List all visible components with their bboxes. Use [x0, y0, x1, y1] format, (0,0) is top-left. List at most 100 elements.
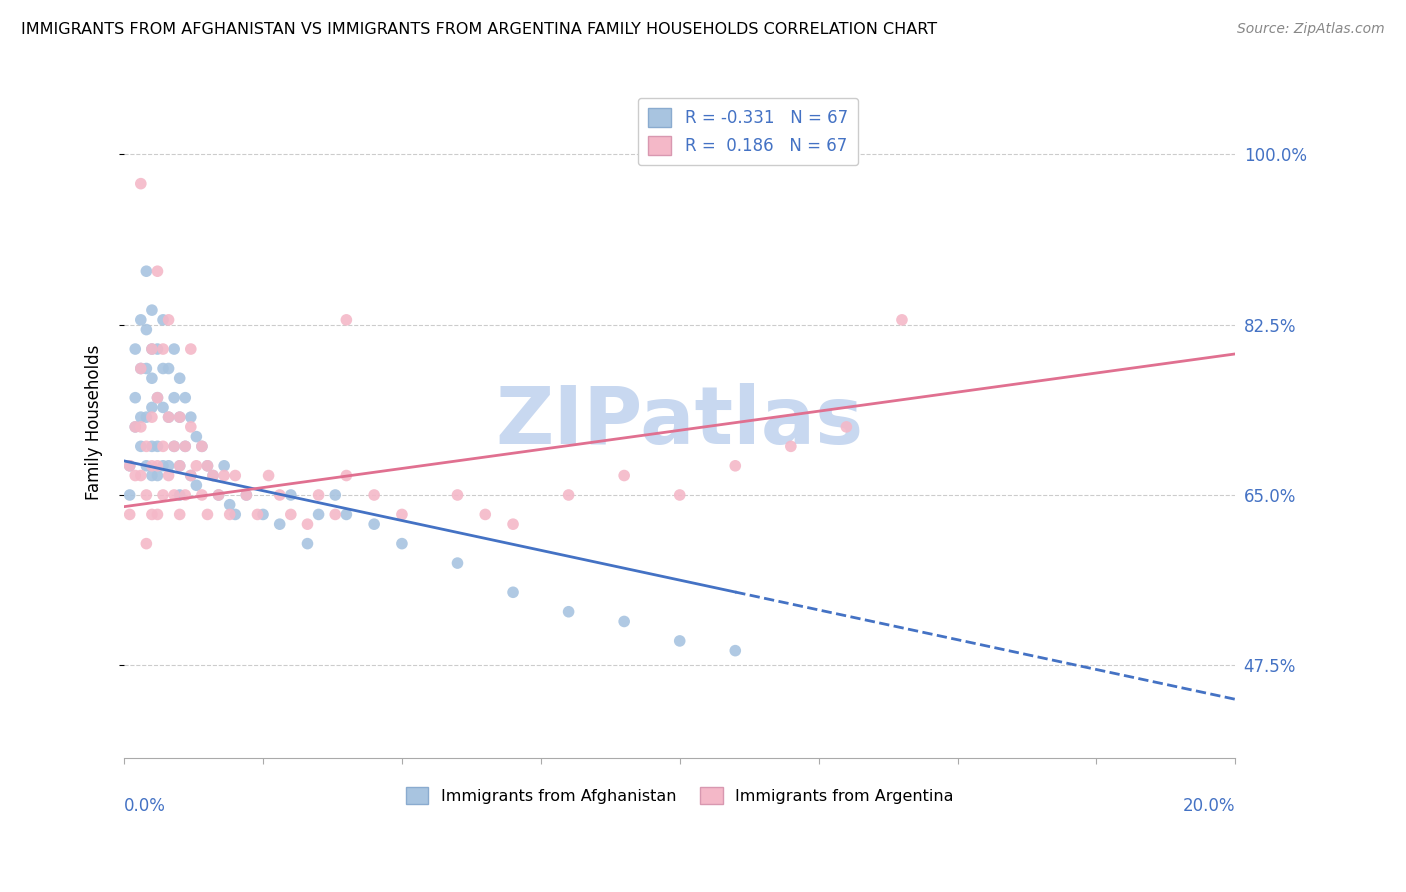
Point [180, 468, 202, 483]
Point [174, 439, 197, 453]
Point [363, 488, 385, 502]
Point [197, 508, 219, 522]
Point [146, 458, 169, 473]
Point [169, 371, 191, 385]
Point [335, 313, 357, 327]
Point [502, 517, 524, 532]
Point [169, 410, 191, 425]
Point [280, 508, 302, 522]
Point [169, 410, 191, 425]
Point [141, 342, 163, 356]
Point [146, 468, 169, 483]
Point [308, 508, 330, 522]
Point [613, 615, 636, 629]
Point [135, 410, 157, 425]
Point [174, 439, 197, 453]
Point [202, 468, 225, 483]
Point [269, 517, 291, 532]
Point [129, 313, 152, 327]
Point [163, 391, 186, 405]
Point [557, 605, 579, 619]
Point [118, 488, 141, 502]
Point [891, 313, 914, 327]
Point [135, 458, 157, 473]
Point [118, 458, 141, 473]
Point [157, 361, 180, 376]
Point [169, 508, 191, 522]
Point [146, 264, 169, 278]
Point [235, 488, 257, 502]
Point [135, 322, 157, 336]
Point [152, 439, 174, 453]
Point [129, 410, 152, 425]
Point [252, 508, 274, 522]
Point [129, 177, 152, 191]
Point [124, 342, 146, 356]
Point [335, 508, 357, 522]
Point [668, 488, 690, 502]
Point [124, 420, 146, 434]
Text: 0.0%: 0.0% [124, 797, 166, 814]
Text: IMMIGRANTS FROM AFGHANISTAN VS IMMIGRANTS FROM ARGENTINA FAMILY HOUSEHOLDS CORRE: IMMIGRANTS FROM AFGHANISTAN VS IMMIGRANT… [21, 22, 938, 37]
Point [218, 498, 240, 512]
Point [157, 458, 180, 473]
Point [308, 488, 330, 502]
Point [446, 488, 468, 502]
Point [218, 508, 240, 522]
Point [141, 303, 163, 318]
Point [124, 468, 146, 483]
Point [197, 458, 219, 473]
Point [557, 488, 579, 502]
Point [363, 517, 385, 532]
Point [163, 439, 186, 453]
Point [180, 342, 202, 356]
Point [124, 420, 146, 434]
Point [257, 468, 280, 483]
Point [212, 458, 235, 473]
Point [152, 401, 174, 415]
Point [502, 585, 524, 599]
Point [724, 458, 747, 473]
Point [235, 488, 257, 502]
Point [668, 634, 690, 648]
Point [297, 517, 319, 532]
Point [613, 468, 636, 483]
Point [152, 361, 174, 376]
Point [246, 508, 269, 522]
Point [157, 410, 180, 425]
Point [163, 439, 186, 453]
Point [174, 391, 197, 405]
Point [141, 508, 163, 522]
Point [180, 420, 202, 434]
Point [335, 468, 357, 483]
Point [146, 439, 169, 453]
Point [169, 488, 191, 502]
Point [157, 410, 180, 425]
Point [280, 488, 302, 502]
Point [323, 488, 346, 502]
Legend: Immigrants from Afghanistan, Immigrants from Argentina: Immigrants from Afghanistan, Immigrants … [399, 780, 960, 810]
Point [157, 313, 180, 327]
Point [141, 439, 163, 453]
Point [129, 361, 152, 376]
Point [141, 458, 163, 473]
Point [391, 508, 413, 522]
Point [779, 439, 801, 453]
Point [186, 478, 208, 492]
Point [269, 488, 291, 502]
Point [118, 508, 141, 522]
Point [129, 468, 152, 483]
Point [224, 508, 246, 522]
Point [135, 536, 157, 550]
Point [180, 410, 202, 425]
Point [141, 410, 163, 425]
Point [124, 391, 146, 405]
Point [141, 371, 163, 385]
Point [180, 468, 202, 483]
Point [212, 468, 235, 483]
Text: 20.0%: 20.0% [1182, 797, 1236, 814]
Text: ZIPatlas: ZIPatlas [495, 383, 863, 461]
Point [163, 342, 186, 356]
Point [152, 458, 174, 473]
Point [135, 488, 157, 502]
